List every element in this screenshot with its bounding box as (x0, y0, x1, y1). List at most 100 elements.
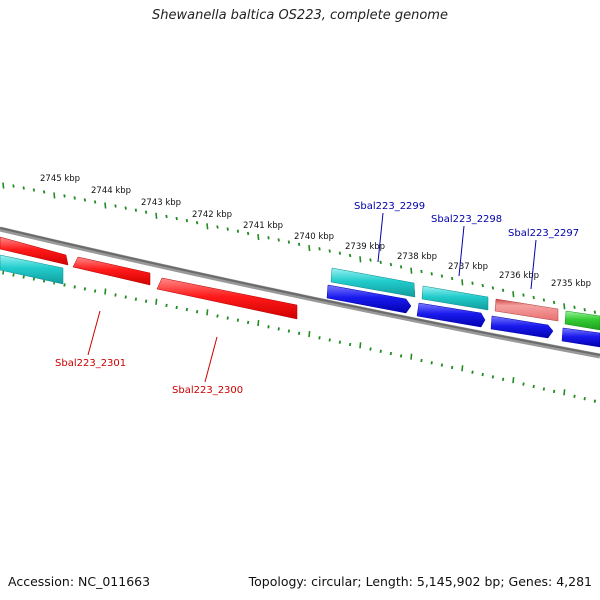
gene-track-reverse (0, 236, 298, 320)
tick-mark (175, 216, 178, 221)
tick-mark (308, 245, 311, 252)
gene-arrow-pink[interactable] (494, 298, 559, 322)
tick-mark (593, 399, 597, 403)
tick-mark (277, 327, 280, 331)
tick-mark (440, 363, 444, 367)
tick-mark (318, 336, 321, 340)
gene-arrow-blue[interactable] (326, 284, 412, 314)
gene-label-sbal223-2297[interactable]: Sbal223_2297 (508, 228, 579, 239)
tick-mark (83, 287, 87, 291)
gene-arrow-green[interactable] (564, 310, 600, 331)
tick-mark (195, 310, 199, 314)
tick-mark (369, 258, 372, 262)
tick-mark (32, 188, 36, 192)
tick-mark (226, 316, 229, 320)
tick-mark (338, 251, 342, 255)
kbp-label: 2744 kbp (91, 186, 131, 196)
tick-mark (287, 240, 291, 244)
tick-mark (501, 288, 505, 292)
tick-mark (22, 275, 25, 279)
tick-mark (12, 273, 15, 277)
tick-mark (12, 184, 15, 188)
tick-mark (165, 214, 168, 219)
gene-track-forward (326, 267, 600, 348)
tick-mark (399, 354, 403, 358)
tick-mark (348, 342, 352, 347)
gene-label-sbal223-2298[interactable]: Sbal223_2298 (431, 214, 502, 225)
tick-mark (563, 389, 566, 396)
kbp-label: 2739 kbp (345, 242, 385, 252)
tick-mark (155, 212, 158, 219)
tick-mark (185, 218, 189, 223)
tick-mark (73, 285, 76, 289)
tick-mark (124, 206, 127, 210)
tick-mark (461, 279, 464, 286)
gene-arrow-cyan[interactable] (421, 285, 489, 311)
kbp-label: 2740 kbp (294, 232, 334, 242)
tick-mark (134, 297, 138, 301)
tick-mark (277, 238, 280, 242)
tick-mark (2, 182, 5, 189)
label-leaders (87, 212, 537, 383)
kbp-label: 2745 kbp (40, 174, 80, 184)
tick-mark (430, 272, 433, 276)
kbp-label: 2735 kbp (551, 279, 591, 289)
tick-mark (379, 260, 382, 264)
tick-mark (542, 387, 546, 391)
map-title: Shewanella baltica OS223, complete genom… (152, 8, 448, 23)
tick-mark (144, 210, 148, 214)
tick-mark (583, 308, 586, 312)
tick-mark (471, 281, 474, 285)
kbp-label: 2743 kbp (141, 198, 181, 208)
tick-mark (83, 198, 87, 202)
tick-mark (104, 202, 107, 209)
tick-mark (552, 300, 556, 305)
tick-mark (246, 231, 250, 236)
tick-mark (348, 253, 352, 258)
tick-mark (267, 325, 270, 329)
tick-mark (420, 269, 423, 274)
tick-mark (359, 256, 362, 263)
tick-track-upper (2, 182, 597, 314)
tick-mark (42, 190, 46, 194)
gene-label-sbal223-2299[interactable]: Sbal223_2299 (354, 201, 425, 212)
tick-mark (22, 186, 25, 190)
tick-mark (491, 375, 495, 379)
tick-mark (267, 236, 270, 240)
tick-mark (257, 320, 260, 327)
tick-mark (297, 331, 301, 335)
gene-label-sbal223-2300[interactable]: Sbal223_2300 (172, 385, 243, 396)
tick-mark (512, 291, 515, 298)
gene-arrow-blue[interactable] (561, 327, 600, 348)
tick-mark (328, 338, 331, 342)
gene-arrow-red[interactable] (156, 277, 298, 320)
tick-mark (195, 221, 199, 225)
tick-mark (563, 303, 566, 310)
tick-mark (410, 267, 413, 274)
gene-arrow-red[interactable] (0, 236, 69, 266)
tick-mark (318, 247, 321, 251)
tick-mark (114, 293, 117, 297)
tick-mark (359, 342, 362, 349)
gene-arrow-cyan[interactable] (330, 267, 416, 298)
tick-mark (532, 295, 535, 300)
tick-mark (338, 340, 342, 344)
tick-mark (216, 225, 219, 229)
tick-mark (450, 276, 454, 281)
gene-arrow-blue[interactable] (416, 302, 486, 328)
tick-mark (369, 347, 372, 351)
tick-mark (216, 314, 219, 318)
gene-arrow-red[interactable] (72, 256, 151, 286)
tick-mark (389, 351, 393, 356)
tick-mark (389, 262, 393, 267)
tick-mark (471, 370, 474, 374)
kbp-label: 2737 kbp (448, 262, 488, 272)
gene-arrow-blue[interactable] (490, 315, 554, 339)
tick-mark (399, 265, 403, 269)
gene-arrow-cyan[interactable] (0, 254, 64, 285)
tick-mark (63, 194, 66, 198)
tick-mark (450, 365, 454, 370)
gene-label-sbal223-2301[interactable]: Sbal223_2301 (55, 358, 126, 369)
tick-mark (542, 298, 546, 302)
